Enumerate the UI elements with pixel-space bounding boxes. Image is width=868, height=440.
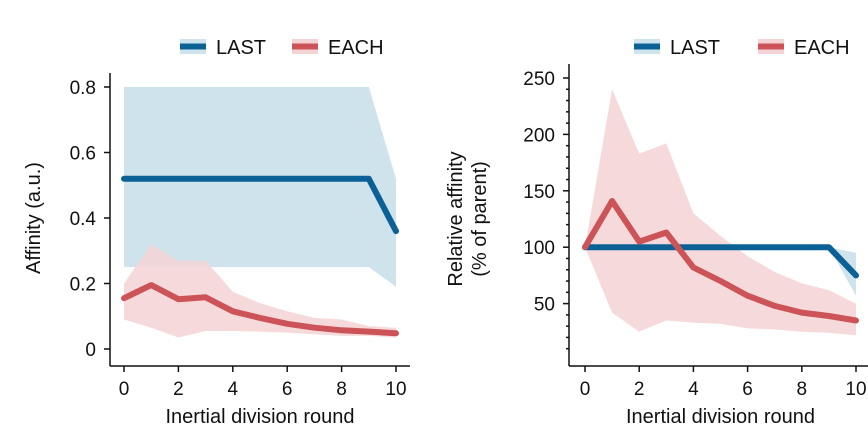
x-tick-label: 6 [282, 379, 293, 400]
y-axis-label-line: (% of parent) [469, 161, 491, 277]
x-tick-label: 8 [797, 379, 808, 400]
y-tick-label: 250 [523, 69, 555, 90]
x-tick-label: 2 [634, 379, 645, 400]
y-tick-label: 0.4 [70, 209, 97, 230]
relative-affinity-panel: 0 2 4 6 8 10 50 100 150 200 250 Inertial division r… [445, 37, 868, 428]
x-tick-label: 6 [742, 379, 753, 400]
y-tick-label: 0 [85, 340, 96, 361]
x-axis-label: Inertial division round [626, 406, 815, 428]
y-axis-label-line: Relative affinity [445, 151, 467, 286]
legend-label-last: LAST [216, 37, 266, 59]
last-series-line [121, 175, 399, 235]
y-tick-label: 50 [534, 295, 555, 316]
each-confidence-band [585, 89, 856, 336]
y-tick-label: 200 [523, 125, 555, 146]
x-tick-label: 10 [385, 379, 406, 400]
y-axis-label: Affinity (a.u.) [23, 162, 45, 274]
x-tick-label: 8 [336, 379, 347, 400]
y-axis-label: Relative affinity (% of parent) [445, 151, 491, 286]
each-series-line [121, 282, 399, 337]
legend: LAST EACH [180, 37, 384, 59]
last-series-line [582, 244, 859, 279]
legend: LAST EACH [634, 37, 850, 59]
x-tick-label: 2 [173, 379, 184, 400]
y-tick-label: 100 [523, 238, 555, 259]
each-series-line [582, 198, 859, 324]
y-tick-label: 150 [523, 182, 555, 203]
last-confidence-band [124, 87, 396, 287]
each-confidence-band [124, 244, 396, 338]
x-tick-label: 4 [228, 379, 239, 400]
y-tick-label: 0.6 [70, 144, 96, 165]
x-tick-label: 10 [845, 379, 866, 400]
y-tick-label: 0.8 [70, 78, 96, 99]
x-tick-label: 0 [580, 379, 591, 400]
x-tick-label: 0 [119, 379, 130, 400]
legend-label-each: EACH [794, 37, 850, 59]
x-axis-label: Inertial division round [166, 406, 355, 428]
y-tick-label: 0.2 [70, 275, 96, 296]
x-tick-label: 4 [688, 379, 699, 400]
affinity-panel: 0 2 4 6 8 10 0 0.2 0.4 0.6 0.8 Inertial division ro… [23, 37, 410, 428]
legend-label-each: EACH [328, 37, 384, 59]
legend-label-last: LAST [670, 37, 720, 59]
